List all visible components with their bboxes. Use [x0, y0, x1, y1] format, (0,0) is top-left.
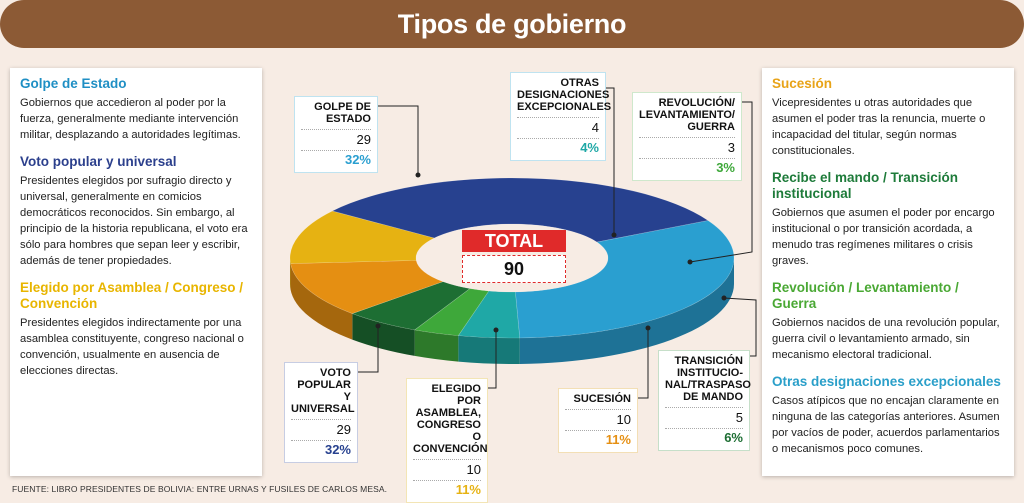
slice-label-revolucion: REVOLUCIÓN/ LEVANTAMIENTO/ GUERRA 3 3% — [632, 92, 742, 181]
slice-label-text: OTRAS DESIGNACIONES EXCEPCIONALES — [517, 77, 612, 113]
title-bar: Tipos de gobierno — [0, 0, 1024, 48]
slice-label-text: ELEGIDO POR ASAMBLEA, CONGRESO O CONVENC… — [413, 383, 488, 455]
leader-dot — [375, 323, 381, 329]
donut-side-sucesi-n — [290, 263, 353, 340]
legend-title: Elegido por Asamblea / Congreso / Conven… — [20, 280, 244, 311]
donut-side-revoluci-n-levantamiento-guerra — [414, 329, 459, 362]
slice-label-transicion: TRANSICIÓN INSTITUCIO-NAL/TRASPASO DE MA… — [658, 350, 751, 451]
leader-line — [488, 330, 497, 389]
legend-recibe-mando: Recibe el mando / Transición institucion… — [772, 170, 1004, 269]
left-legend-panel: Golpe de Estado Gobiernos que accedieron… — [10, 68, 262, 476]
legend-elegido-asamblea: Elegido por Asamblea / Congreso / Conven… — [20, 280, 252, 379]
slice-count: 5 — [665, 407, 743, 426]
right-legend-panel: Sucesión Vicepresidentes u otras autorid… — [762, 68, 1014, 476]
leader-dot — [415, 172, 421, 178]
legend-title: Golpe de Estado — [20, 76, 127, 91]
slice-count: 10 — [565, 409, 631, 428]
leader-dot — [721, 295, 727, 301]
legend-sucesion: Sucesión Vicepresidentes u otras autorid… — [772, 76, 1004, 159]
legend-title: Recibe el mando / Transición institucion… — [772, 170, 959, 201]
slice-label-golpe: GOLPE DE ESTADO 29 32% — [294, 96, 378, 173]
legend-title: Sucesión — [772, 76, 833, 91]
source-note: FUENTE: LIBRO PRESIDENTES DE BOLIVIA: EN… — [12, 484, 388, 494]
donut-side-otras-designaciones-excepcionales — [458, 335, 520, 364]
legend-otras: Otras designaciones excepcionales Casos … — [772, 374, 1004, 457]
slice-percent: 4% — [517, 138, 599, 156]
leader-dot — [645, 325, 651, 331]
slice-count: 29 — [291, 419, 351, 438]
leader-line — [689, 101, 753, 263]
leader-line — [606, 87, 615, 235]
slice-label-text: GOLPE DE ESTADO — [314, 101, 371, 125]
legend-revolucion: Revolución / Levantamiento / Guerra Gobi… — [772, 280, 1004, 363]
slice-label-text: VOTO POPULAR Y UNIVERSAL — [291, 367, 355, 415]
legend-title: Revolución / Levantamiento / Guerra — [772, 280, 959, 311]
leader-dot — [611, 232, 617, 238]
donut-side-elegido-por-asamblea-congreso-o-convenci-n — [290, 258, 291, 290]
page-title: Tipos de gobierno — [397, 8, 627, 39]
leader-line — [638, 328, 649, 399]
leader-line — [723, 297, 757, 357]
slice-percent: 3% — [639, 158, 735, 176]
legend-title: Voto popular y universal — [20, 154, 177, 169]
total-label: TOTAL — [462, 230, 566, 252]
slice-label-text: TRANSICIÓN INSTITUCIO-NAL/TRASPASO DE MA… — [665, 355, 751, 403]
legend-voto-popular: Voto popular y universal Presidentes ele… — [20, 154, 252, 269]
donut-side-golpe-de-estado — [519, 258, 734, 364]
legend-text: Vicepresidentes u otras autoridades que … — [772, 97, 986, 157]
legend-text: Gobiernos nacidos de una revolución popu… — [772, 317, 1000, 361]
leader-dot — [493, 327, 499, 333]
legend-title: Otras designaciones excepcionales — [772, 374, 1001, 389]
legend-text: Gobiernos que asumen el poder por encarg… — [772, 207, 995, 267]
legend-text: Presidentes elegidos indirectamente por … — [20, 317, 244, 377]
slice-label-text: SUCESIÓN — [573, 393, 631, 405]
total-badge: TOTAL 90 — [462, 230, 566, 283]
slice-percent: 11% — [565, 430, 631, 448]
legend-text: Presidentes elegidos por sufragio direct… — [20, 175, 248, 267]
donut-slice-transici-n-institucio-nal-traspaso-de-mando — [351, 281, 471, 331]
legend-golpe-de-estado: Golpe de Estado Gobiernos que accedieron… — [20, 76, 252, 143]
slice-label-voto: VOTO POPULAR Y UNIVERSAL 29 32% — [284, 362, 358, 463]
slice-label-sucesion: SUCESIÓN 10 11% — [558, 388, 638, 453]
donut-side-transici-n-institucio-nal-traspaso-de-mando — [352, 313, 415, 356]
legend-text: Casos atípicos que no encajan claramente… — [772, 395, 1000, 455]
slice-label-asamblea: ELEGIDO POR ASAMBLEA, CONGRESO O CONVENC… — [406, 378, 488, 503]
slice-count: 3 — [639, 137, 735, 156]
slice-percent: 6% — [665, 428, 743, 446]
slice-percent: 32% — [301, 150, 371, 168]
slice-label-otras: OTRAS DESIGNACIONES EXCEPCIONALES 4 4% — [510, 72, 612, 161]
slice-count: 4 — [517, 117, 599, 136]
slice-label-text: REVOLUCIÓN/ LEVANTAMIENTO/ GUERRA — [639, 97, 735, 133]
slice-percent: 32% — [291, 440, 351, 458]
legend-text: Gobiernos que accedieron al poder por la… — [20, 97, 241, 141]
leader-line — [378, 105, 419, 175]
slice-percent: 11% — [413, 480, 481, 498]
slice-count: 29 — [301, 129, 371, 148]
leader-dot — [687, 259, 693, 265]
leader-line — [358, 326, 379, 373]
slice-count: 10 — [413, 459, 481, 478]
total-value: 90 — [462, 255, 566, 283]
